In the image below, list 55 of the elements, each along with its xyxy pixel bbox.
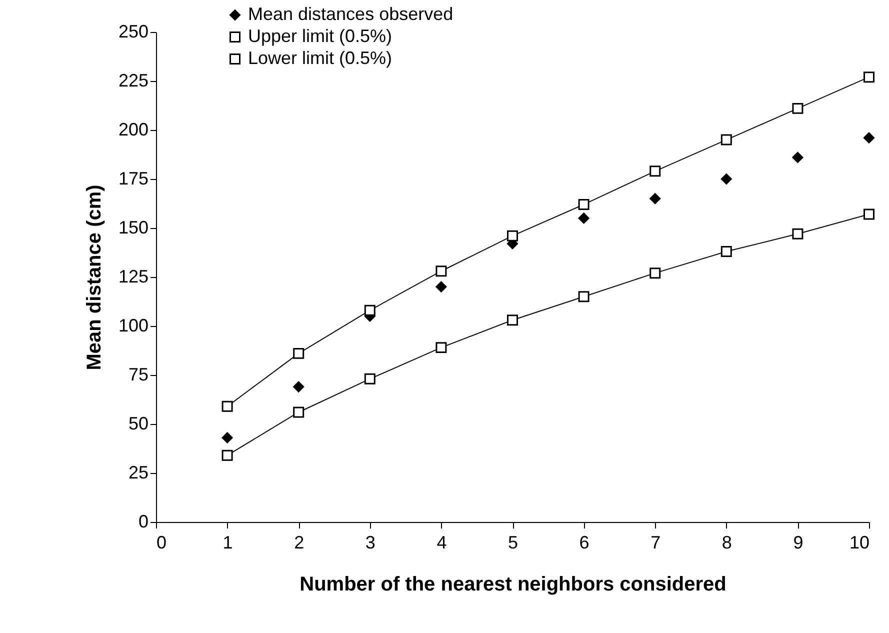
x-tick-label: 0 xyxy=(156,532,167,552)
point xyxy=(792,102,804,114)
legend-label: Upper limit (0.5%) xyxy=(248,26,392,46)
x-tick-label: 5 xyxy=(508,532,518,552)
point xyxy=(650,193,661,204)
y-tick-label: 125 xyxy=(118,266,148,286)
point xyxy=(436,266,447,277)
point xyxy=(222,400,233,412)
point xyxy=(507,314,518,326)
point xyxy=(364,373,376,384)
y-tick-label: 50 xyxy=(128,414,148,434)
x-axis-title: Number of the nearest neighbors considered xyxy=(300,574,726,596)
point xyxy=(578,198,590,210)
y-tick-label: 200 xyxy=(118,120,148,140)
point xyxy=(364,304,376,316)
point xyxy=(436,281,447,292)
point xyxy=(293,406,304,418)
point xyxy=(864,208,874,220)
y-tick-label: 100 xyxy=(118,316,148,336)
x-tick-label: 3 xyxy=(365,532,376,552)
point xyxy=(222,432,233,444)
x-tick-label: 8 xyxy=(722,532,732,552)
legend-label: Lower limit (0.5%) xyxy=(248,48,392,68)
y-tick-label: 175 xyxy=(118,168,148,188)
y-tick-label: 150 xyxy=(118,218,148,238)
point xyxy=(792,152,804,163)
y-tick-label: 25 xyxy=(128,462,148,482)
point xyxy=(792,228,804,240)
point xyxy=(578,291,590,302)
x-tick-label: 7 xyxy=(650,532,661,552)
x-tick-label: 1 xyxy=(222,532,233,552)
point xyxy=(720,246,732,258)
point xyxy=(650,268,661,279)
y-tick-label: 250 xyxy=(118,22,148,42)
y-tick-label: 225 xyxy=(118,70,148,90)
point xyxy=(293,348,304,359)
point xyxy=(864,72,874,83)
y-tick-label: 75 xyxy=(128,364,148,384)
point xyxy=(436,342,447,354)
x-tick-label: 10 xyxy=(849,532,870,552)
point xyxy=(650,166,661,177)
point xyxy=(720,134,732,146)
point xyxy=(222,450,233,461)
y-axis-title: Mean distance (cm) xyxy=(83,184,106,370)
point xyxy=(293,381,304,392)
legend-label: Mean distances observed xyxy=(248,4,454,24)
point xyxy=(720,174,732,184)
point xyxy=(507,230,518,242)
point xyxy=(578,212,590,224)
x-tick-label: 9 xyxy=(793,532,804,552)
x-tick-label: 2 xyxy=(294,532,304,552)
point xyxy=(864,132,874,144)
x-tick-label: 6 xyxy=(579,532,590,552)
x-tick-label: 4 xyxy=(436,532,447,552)
y-tick-label: 0 xyxy=(138,512,148,532)
